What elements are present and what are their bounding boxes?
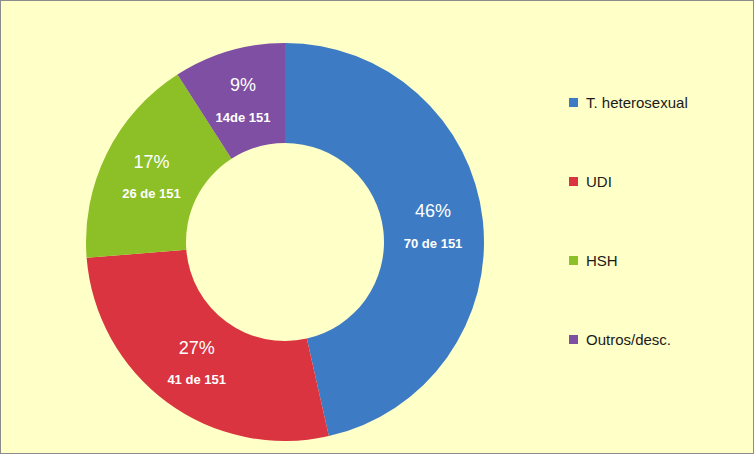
svg-text:26 de 151: 26 de 151 <box>122 186 181 201</box>
svg-text:41 de 151: 41 de 151 <box>167 372 226 387</box>
svg-text:9%: 9% <box>230 75 256 95</box>
svg-text:17%: 17% <box>133 152 169 172</box>
html-text:HSH: HSH <box>586 251 618 269</box>
svg-text:14de 151: 14de 151 <box>216 110 271 125</box>
html-text:UDI: UDI <box>586 172 612 190</box>
html-text:T. heterosexual: T. heterosexual <box>586 93 688 111</box>
svg-text:27%: 27% <box>179 338 215 358</box>
svg-text:70 de 151: 70 de 151 <box>404 236 463 251</box>
html-text:Outros/desc.: Outros/desc. <box>586 330 671 348</box>
svg-text:46%: 46% <box>415 201 451 221</box>
